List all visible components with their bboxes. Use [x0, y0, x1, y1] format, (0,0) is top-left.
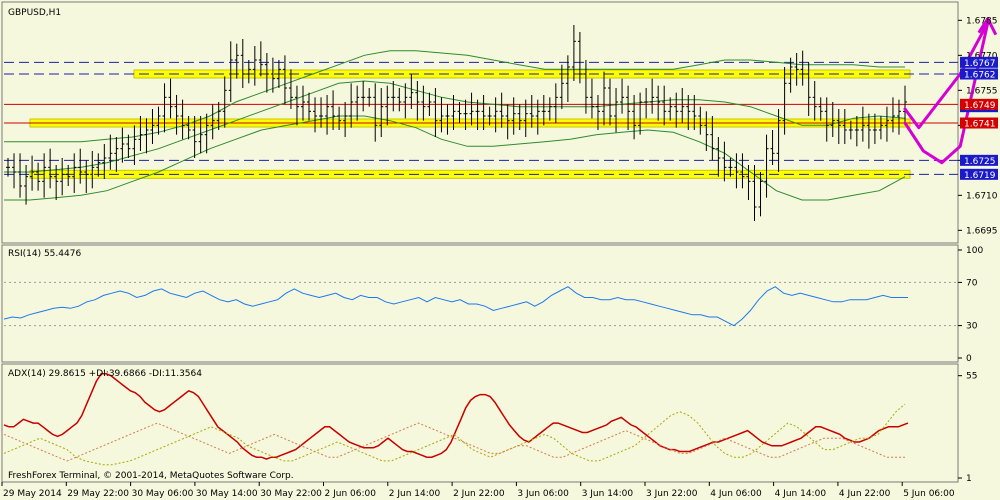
rsi-line — [3, 286, 908, 327]
price-label-box — [960, 68, 998, 80]
rsi-y-tick-label: 0 — [966, 354, 972, 364]
forecast-arrow-path — [903, 21, 990, 130]
time-tick-label: 2 Jun 14:00 — [389, 489, 441, 499]
time-tick-label: 3 Jun 14:00 — [582, 489, 634, 499]
adx-panel: 55 1 — [3, 372, 977, 484]
time-tick-label: 5 Jun 06:00 — [903, 489, 955, 499]
price-label-box — [960, 56, 998, 68]
price-y-tick-label: 1.6770 — [966, 51, 998, 61]
time-tick-label: 2 Jun 06:00 — [325, 489, 377, 499]
price-label-box — [960, 168, 998, 180]
price-panel: 1.67851.67701.67551.67401.67251.67101.66… — [4, 16, 998, 236]
time-tick-label: 4 Jun 14:00 — [775, 489, 827, 499]
time-tick-label: 29 May 2014 — [3, 489, 62, 499]
time-tick-label: 3 Jun 06:00 — [517, 489, 569, 499]
time-tick-label: 30 May 06:00 — [132, 489, 194, 499]
time-tick-label: 29 May 22:00 — [67, 489, 129, 499]
price-label-box — [960, 98, 998, 110]
price-label-text: 1.6725 — [964, 157, 996, 167]
bollinger-lower-line — [4, 115, 906, 201]
bollinger-upper-line — [4, 50, 905, 143]
rsi-panel: 100 70 30 0 — [3, 246, 983, 364]
minus-di-line — [3, 422, 905, 462]
time-tick-label: 4 Jun 22:00 — [839, 489, 891, 499]
rsi-panel-title: RSI(14) 55.4476 — [8, 249, 81, 259]
price-y-tick-label: 1.6755 — [966, 86, 998, 96]
time-tick-label: 30 May 22:00 — [260, 489, 322, 499]
bollinger-mid-line — [4, 80, 906, 173]
rsi-y-tick-label: 30 — [966, 322, 978, 332]
time-tick-label: 30 May 14:00 — [196, 489, 258, 499]
time-tick-label: 3 Jun 22:00 — [646, 489, 698, 499]
adx-panel-frame — [1, 363, 959, 483]
rsi-y-tick-label: 70 — [966, 278, 978, 288]
adx-line — [3, 373, 909, 460]
adx-panel-title: ADX(14) 29.8615 +DI:39.6866 -DI:11.3564 — [8, 369, 202, 379]
price-panel-title: GBPUSD,H1 — [8, 8, 61, 18]
time-tick-label: 2 Jun 22:00 — [453, 489, 505, 499]
price-y-tick-label: 1.6695 — [966, 226, 998, 236]
price-label-text: 1.6767 — [964, 59, 996, 69]
price-label-text: 1.6749 — [964, 101, 996, 111]
price-label-text: 1.6719 — [964, 171, 996, 181]
forecast-arrowhead — [977, 17, 998, 36]
price-label-box — [960, 117, 998, 129]
price-label-text: 1.6741 — [964, 120, 996, 130]
footer-copyright: FreshForex Terminal, © 2001-2014, MetaQu… — [8, 471, 294, 481]
adx-y-tick-label: 1 — [966, 474, 972, 484]
rsi-panel-frame — [1, 244, 959, 363]
time-tick-label: 4 Jun 06:00 — [710, 489, 762, 499]
plus-di-line — [3, 403, 906, 466]
adx-y-tick-label: 55 — [966, 372, 977, 382]
price-label-box — [960, 154, 998, 166]
price-label-text: 1.6762 — [964, 71, 996, 81]
price-y-tick-label: 1.6710 — [966, 191, 998, 201]
time-axis: 29 May 2014 29 May 22:00 30 May 06:00 30 Ma… — [1, 482, 955, 499]
price-y-tick-label: 1.6785 — [966, 16, 998, 26]
rsi-y-tick-label: 100 — [966, 246, 983, 256]
